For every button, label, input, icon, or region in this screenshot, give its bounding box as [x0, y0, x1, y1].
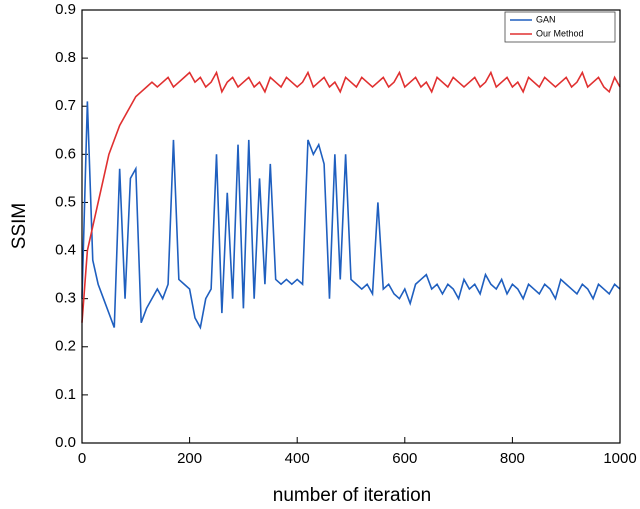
x-tick-label: 0: [78, 450, 86, 467]
y-tick-label: 0.5: [55, 193, 76, 210]
y-tick-label: 0.7: [55, 97, 76, 114]
x-tick-label: 1000: [603, 450, 636, 467]
y-tick-label: 0.4: [55, 242, 76, 259]
series-line: [81, 101, 621, 330]
x-tick-label: 400: [285, 450, 310, 467]
y-tick-label: 0.6: [55, 145, 76, 162]
y-tick-label: 0.2: [55, 338, 76, 355]
y-axis-label: SSIM: [9, 203, 30, 249]
legend-box: [504, 11, 616, 43]
x-tick-label: 200: [177, 450, 202, 467]
legend-label: GAN: [536, 14, 556, 24]
x-tick-label: 800: [500, 450, 525, 467]
series-line: [81, 70, 621, 323]
y-tick-label: 0.3: [55, 290, 76, 307]
x-axis-label: number of iteration: [273, 485, 431, 506]
y-tick-label: 0.9: [55, 1, 76, 18]
plot-frame: [81, 9, 621, 444]
y-tick-label: 0.0: [55, 434, 76, 451]
y-tick-label: 0.1: [55, 386, 76, 403]
x-tick-label: 600: [392, 450, 417, 467]
y-tick-label: 0.8: [55, 49, 76, 66]
legend-label: Our Method: [536, 28, 584, 38]
